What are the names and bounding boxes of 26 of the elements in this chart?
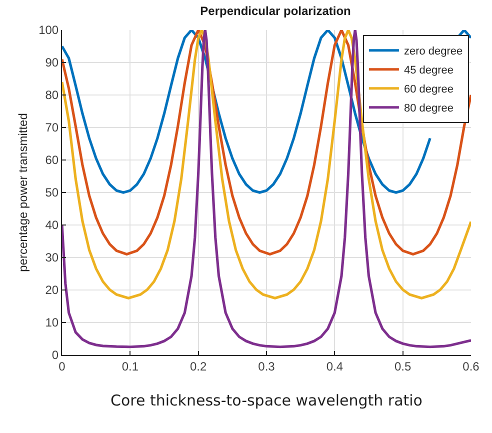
y-tick-label: 0	[52, 348, 59, 362]
y-tick-label: 40	[45, 218, 59, 232]
chart-title: Perpendicular polarization	[200, 4, 351, 18]
y-tick-label: 20	[45, 283, 59, 298]
x-tick-label: 0.1	[122, 359, 139, 374]
y-tick-label: 10	[45, 316, 59, 330]
x-tick-label: 0.5	[394, 359, 412, 374]
legend-label: zero degree	[404, 46, 463, 58]
y-tick-label: 30	[45, 250, 59, 265]
legend-label: 80 degree	[404, 102, 454, 115]
x-tick-label: 0.6	[462, 359, 480, 374]
x-tick-label: 0.2	[190, 359, 207, 374]
y-tick-label: 70	[45, 120, 59, 135]
x-tick-label: 0.3	[258, 359, 276, 374]
y-tick-label: 90	[45, 56, 59, 70]
line-series	[62, 30, 471, 300]
y-tick-label: 50	[45, 186, 59, 200]
legend-label: 60 degree	[404, 84, 454, 96]
y-tick-label: 80	[45, 88, 59, 102]
y-axis-title: percentage power transmitted	[16, 113, 30, 272]
x-tick-label: 0.4	[326, 359, 344, 374]
x-axis-title: Core thickness-to-space wavelength ratio	[110, 391, 423, 410]
y-tick-label: 100	[38, 23, 59, 38]
line-series	[62, 30, 471, 348]
legend-label: 45 degree	[404, 64, 454, 77]
y-tick-label: 60	[45, 153, 59, 168]
